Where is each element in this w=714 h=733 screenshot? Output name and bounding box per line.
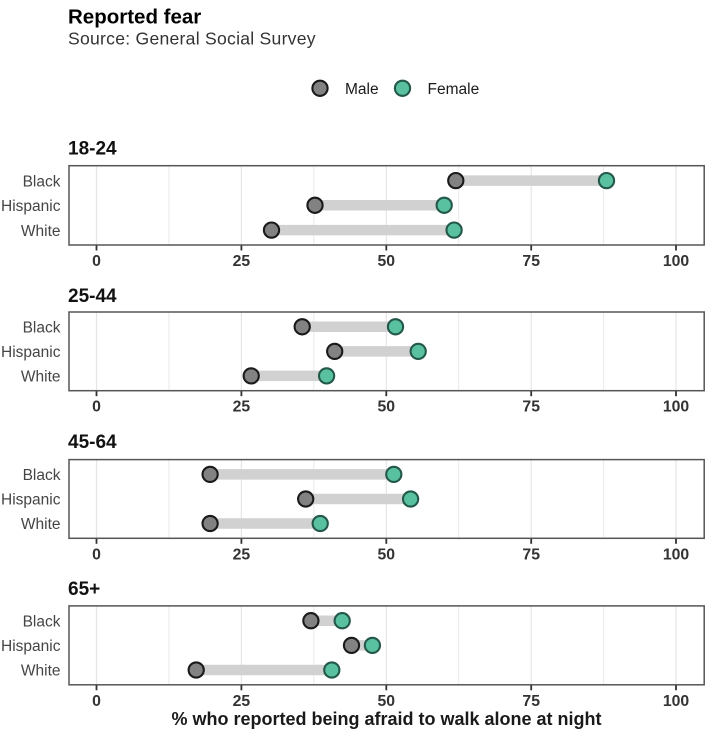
svg-text:Hispanic: Hispanic (1, 344, 61, 361)
svg-text:75: 75 (522, 546, 540, 563)
svg-text:75: 75 (522, 693, 540, 710)
svg-text:Black: Black (23, 173, 61, 190)
svg-text:Source: General Social Survey: Source: General Social Survey (68, 29, 316, 49)
svg-text:White: White (21, 369, 61, 386)
svg-text:100: 100 (663, 399, 690, 416)
svg-text:50: 50 (378, 546, 396, 563)
svg-text:Hispanic: Hispanic (1, 638, 61, 655)
svg-text:100: 100 (663, 693, 690, 710)
svg-text:75: 75 (522, 253, 540, 270)
svg-text:0: 0 (92, 546, 101, 563)
svg-text:Hispanic: Hispanic (1, 492, 61, 509)
svg-text:Black: Black (23, 320, 61, 337)
svg-text:White: White (21, 516, 61, 533)
svg-text:Black: Black (23, 467, 61, 484)
svg-text:Female: Female (428, 81, 480, 98)
svg-text:75: 75 (522, 399, 540, 416)
svg-text:65+: 65+ (68, 579, 100, 600)
svg-text:25: 25 (233, 693, 251, 710)
svg-text:Reported fear: Reported fear (68, 5, 201, 28)
svg-text:Hispanic: Hispanic (1, 198, 61, 215)
svg-text:Black: Black (23, 613, 61, 630)
svg-text:% who reported being afraid to: % who reported being afraid to walk alon… (171, 709, 601, 729)
svg-text:0: 0 (92, 693, 101, 710)
svg-text:0: 0 (92, 253, 101, 270)
svg-text:White: White (21, 223, 61, 240)
svg-text:18-24: 18-24 (68, 139, 117, 160)
svg-text:50: 50 (378, 399, 396, 416)
svg-text:100: 100 (663, 546, 690, 563)
svg-text:25: 25 (233, 253, 251, 270)
svg-text:25-44: 25-44 (68, 286, 117, 307)
svg-text:45-64: 45-64 (68, 432, 117, 453)
svg-text:0: 0 (92, 399, 101, 416)
svg-text:Male: Male (345, 81, 379, 98)
svg-text:White: White (21, 663, 61, 680)
svg-text:50: 50 (378, 693, 396, 710)
svg-text:50: 50 (378, 253, 396, 270)
svg-text:25: 25 (233, 546, 251, 563)
svg-text:100: 100 (663, 253, 690, 270)
svg-text:25: 25 (233, 399, 251, 416)
